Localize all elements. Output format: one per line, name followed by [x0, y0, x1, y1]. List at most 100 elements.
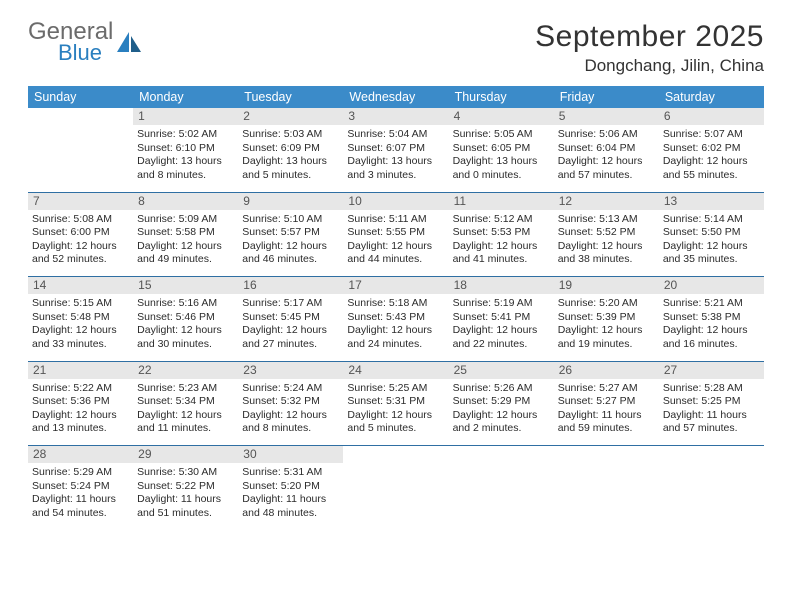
brand-sail-icon	[115, 30, 143, 54]
daylight-line: Daylight: 11 hours and 48 minutes.	[242, 493, 339, 520]
sunset-line: Sunset: 5:53 PM	[453, 226, 550, 239]
daylight-line: Daylight: 11 hours and 51 minutes.	[137, 493, 234, 520]
day-number: 17	[343, 277, 448, 294]
calendar-week: 1Sunrise: 5:02 AMSunset: 6:10 PMDaylight…	[28, 108, 764, 192]
calendar-cell	[343, 446, 448, 530]
calendar-cell: 30 Sunrise: 5:31 AMSunset: 5:20 PMDayligh…	[238, 446, 343, 530]
daylight-line: Daylight: 13 hours and 0 minutes.	[453, 155, 550, 182]
day-number: 12	[554, 193, 659, 210]
location-text: Dongchang, Jilin, China	[535, 56, 764, 76]
sunset-line: Sunset: 5:32 PM	[242, 395, 339, 408]
daylight-line: Daylight: 12 hours and 2 minutes.	[453, 409, 550, 436]
sunrise-line: Sunrise: 5:04 AM	[347, 128, 444, 141]
daylight-line: Daylight: 12 hours and 13 minutes.	[32, 409, 129, 436]
calendar-cell: 15Sunrise: 5:16 AMSunset: 5:46 PMDayligh…	[133, 277, 238, 361]
calendar-header-row: SundayMondayTuesdayWednesdayThursdayFrid…	[28, 86, 764, 108]
sunrise-line: Sunrise: 5:26 AM	[453, 382, 550, 395]
day-number: 30	[238, 446, 343, 463]
sunset-line: Sunset: 5:20 PM	[242, 480, 339, 493]
sunset-line: Sunset: 5:43 PM	[347, 311, 444, 324]
sunrise-line: Sunrise: 5:16 AM	[137, 297, 234, 310]
daylight-line: Daylight: 12 hours and 24 minutes.	[347, 324, 444, 351]
calendar-cell: 28Sunrise: 5:29 AMSunset: 5:24 PMDayligh…	[28, 446, 133, 530]
sunset-line: Sunset: 5:25 PM	[663, 395, 760, 408]
sunset-line: Sunset: 6:07 PM	[347, 142, 444, 155]
calendar-cell: 24Sunrise: 5:25 AMSunset: 5:31 PMDayligh…	[343, 362, 448, 446]
calendar-cell: 2Sunrise: 5:03 AMSunset: 6:09 PMDaylight…	[238, 108, 343, 192]
day-number: 21	[28, 362, 133, 379]
calendar-cell	[659, 446, 764, 530]
sunset-line: Sunset: 5:48 PM	[32, 311, 129, 324]
day-number: 9	[238, 193, 343, 210]
sunrise-line: Sunrise: 5:23 AM	[137, 382, 234, 395]
sunrise-line: Sunrise: 5:29 AM	[32, 466, 129, 479]
calendar-cell: 18Sunrise: 5:19 AMSunset: 5:41 PMDayligh…	[449, 277, 554, 361]
calendar-cell: 26Sunrise: 5:27 AMSunset: 5:27 PMDayligh…	[554, 362, 659, 446]
sunset-line: Sunset: 5:31 PM	[347, 395, 444, 408]
calendar-cell	[449, 446, 554, 530]
daylight-line: Daylight: 11 hours and 54 minutes.	[32, 493, 129, 520]
day-number: 7	[28, 193, 133, 210]
day-number: 4	[449, 108, 554, 125]
day-number: 2	[238, 108, 343, 125]
day-number: 3	[343, 108, 448, 125]
calendar-week: 7Sunrise: 5:08 AMSunset: 6:00 PMDaylight…	[28, 193, 764, 277]
daylight-line: Daylight: 12 hours and 8 minutes.	[242, 409, 339, 436]
calendar-cell: 13Sunrise: 5:14 AMSunset: 5:50 PMDayligh…	[659, 193, 764, 277]
day-number: 23	[238, 362, 343, 379]
day-number: 1	[133, 108, 238, 125]
calendar-cell: 29Sunrise: 5:30 AMSunset: 5:22 PMDayligh…	[133, 446, 238, 530]
weekday-header: Saturday	[659, 86, 764, 108]
sunrise-line: Sunrise: 5:17 AM	[242, 297, 339, 310]
daylight-line: Daylight: 12 hours and 55 minutes.	[663, 155, 760, 182]
day-number: 20	[659, 277, 764, 294]
daylight-line: Daylight: 12 hours and 57 minutes.	[558, 155, 655, 182]
sunset-line: Sunset: 5:39 PM	[558, 311, 655, 324]
calendar-week: 21Sunrise: 5:22 AMSunset: 5:36 PMDayligh…	[28, 362, 764, 446]
day-number: 28	[28, 446, 133, 463]
sunrise-line: Sunrise: 5:14 AM	[663, 213, 760, 226]
sunrise-line: Sunrise: 5:22 AM	[32, 382, 129, 395]
calendar-cell: 3Sunrise: 5:04 AMSunset: 6:07 PMDaylight…	[343, 108, 448, 192]
calendar-cell	[28, 108, 133, 192]
sunrise-line: Sunrise: 5:27 AM	[558, 382, 655, 395]
daylight-line: Daylight: 12 hours and 35 minutes.	[663, 240, 760, 267]
calendar-week: 28Sunrise: 5:29 AMSunset: 5:24 PMDayligh…	[28, 446, 764, 530]
calendar-cell: 14Sunrise: 5:15 AMSunset: 5:48 PMDayligh…	[28, 277, 133, 361]
daylight-line: Daylight: 13 hours and 5 minutes.	[242, 155, 339, 182]
day-number: 19	[554, 277, 659, 294]
calendar-body: 1Sunrise: 5:02 AMSunset: 6:10 PMDaylight…	[28, 108, 764, 530]
weekday-header: Friday	[554, 86, 659, 108]
brand-word2: Blue	[58, 42, 113, 64]
sunrise-line: Sunrise: 5:31 AM	[242, 466, 339, 479]
daylight-line: Daylight: 11 hours and 59 minutes.	[558, 409, 655, 436]
calendar-cell: 21Sunrise: 5:22 AMSunset: 5:36 PMDayligh…	[28, 362, 133, 446]
daylight-line: Daylight: 12 hours and 38 minutes.	[558, 240, 655, 267]
sunrise-line: Sunrise: 5:03 AM	[242, 128, 339, 141]
sunrise-line: Sunrise: 5:07 AM	[663, 128, 760, 141]
sunrise-line: Sunrise: 5:28 AM	[663, 382, 760, 395]
daylight-line: Daylight: 12 hours and 16 minutes.	[663, 324, 760, 351]
sunset-line: Sunset: 5:52 PM	[558, 226, 655, 239]
sunrise-line: Sunrise: 5:20 AM	[558, 297, 655, 310]
sunset-line: Sunset: 5:46 PM	[137, 311, 234, 324]
sunrise-line: Sunrise: 5:09 AM	[137, 213, 234, 226]
calendar-cell: 27Sunrise: 5:28 AMSunset: 5:25 PMDayligh…	[659, 362, 764, 446]
sunset-line: Sunset: 5:29 PM	[453, 395, 550, 408]
sunrise-line: Sunrise: 5:12 AM	[453, 213, 550, 226]
day-number: 22	[133, 362, 238, 379]
daylight-line: Daylight: 12 hours and 19 minutes.	[558, 324, 655, 351]
brand-logo: General Blue	[28, 20, 143, 64]
calendar-cell: 1Sunrise: 5:02 AMSunset: 6:10 PMDaylight…	[133, 108, 238, 192]
sunset-line: Sunset: 5:38 PM	[663, 311, 760, 324]
weekday-header: Sunday	[28, 86, 133, 108]
sunrise-line: Sunrise: 5:21 AM	[663, 297, 760, 310]
sunset-line: Sunset: 6:10 PM	[137, 142, 234, 155]
weekday-header: Wednesday	[343, 86, 448, 108]
daylight-line: Daylight: 12 hours and 41 minutes.	[453, 240, 550, 267]
calendar-cell: 25Sunrise: 5:26 AMSunset: 5:29 PMDayligh…	[449, 362, 554, 446]
calendar-cell	[554, 446, 659, 530]
day-number: 15	[133, 277, 238, 294]
sunrise-line: Sunrise: 5:15 AM	[32, 297, 129, 310]
weekday-header: Thursday	[449, 86, 554, 108]
